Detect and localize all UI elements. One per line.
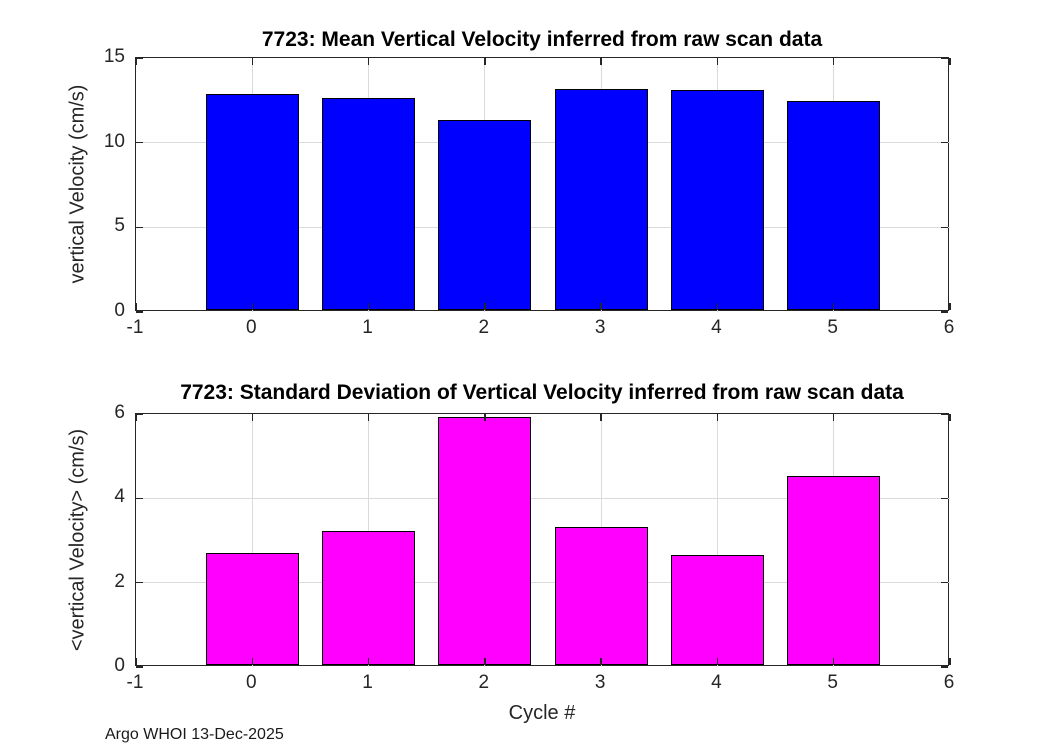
x-tick-mark bbox=[251, 658, 254, 665]
y-tick-label: 2 bbox=[114, 570, 125, 592]
y-tick-label: 6 bbox=[114, 402, 125, 423]
x-tick-mark bbox=[367, 58, 370, 65]
y-tick-mark bbox=[136, 141, 143, 144]
x-tick-mark bbox=[716, 658, 719, 665]
x-tick-label: 6 bbox=[943, 672, 955, 693]
y-tick-mark bbox=[941, 141, 948, 144]
y-tick-label: 5 bbox=[114, 215, 125, 237]
x-tick-mark bbox=[367, 658, 370, 665]
x-tick-label: 0 bbox=[245, 672, 257, 693]
y-gridline bbox=[136, 497, 950, 499]
x-tick-mark bbox=[949, 303, 951, 310]
y-tick-mark bbox=[136, 226, 143, 229]
x-tick-label: 3 bbox=[594, 672, 606, 693]
y-gridline bbox=[136, 582, 950, 584]
y-tick-mark bbox=[136, 581, 143, 584]
plot-area bbox=[135, 413, 951, 668]
chart-title: 7723: Standard Deviation of Vertical Vel… bbox=[180, 381, 904, 404]
bar-cycle-1 bbox=[322, 530, 416, 665]
x-tick-mark bbox=[251, 303, 254, 310]
y-tick-mark bbox=[941, 57, 948, 59]
bar-cycle-3 bbox=[554, 527, 648, 665]
x-tick-mark bbox=[367, 303, 370, 310]
x-tick-mark bbox=[135, 303, 137, 310]
bar-cycle-0 bbox=[205, 94, 299, 310]
x-tick-mark bbox=[949, 58, 951, 65]
x-tick-label: 2 bbox=[478, 672, 490, 693]
x-tick-mark bbox=[135, 658, 137, 665]
x-tick-mark bbox=[484, 303, 486, 310]
y-tick-mark bbox=[941, 311, 948, 313]
y-tick-mark bbox=[941, 666, 948, 668]
y-tick-mark bbox=[136, 57, 143, 59]
x-tick-mark bbox=[251, 58, 254, 65]
y-tick-mark bbox=[136, 413, 143, 415]
x-tick-mark bbox=[832, 414, 835, 421]
y-tick-mark bbox=[941, 497, 948, 500]
y-tick-mark bbox=[136, 497, 143, 500]
x-tick-label: 4 bbox=[711, 672, 722, 693]
x-tick-mark bbox=[484, 414, 486, 421]
x-tick-mark bbox=[600, 303, 602, 310]
x-tick-label: 5 bbox=[827, 672, 838, 693]
bar-cycle-4 bbox=[670, 90, 764, 310]
plot-area bbox=[135, 57, 951, 313]
x-tick-mark bbox=[600, 58, 602, 65]
y-tick-label: 0 bbox=[114, 300, 125, 321]
x-tick-mark bbox=[251, 414, 254, 421]
x-tick-label: 2 bbox=[478, 317, 490, 338]
x-tick-mark bbox=[600, 658, 602, 665]
x-tick-label: 1 bbox=[362, 672, 373, 693]
y-tick-mark bbox=[941, 413, 948, 415]
y-gridline bbox=[136, 142, 950, 144]
x-tick-mark bbox=[949, 658, 951, 665]
y-tick-mark bbox=[941, 581, 948, 584]
x-tick-label: 4 bbox=[711, 317, 722, 338]
bar-cycle-2 bbox=[438, 417, 532, 665]
x-tick-mark bbox=[484, 658, 486, 665]
x-tick-label: 3 bbox=[594, 317, 606, 338]
y-gridline bbox=[136, 226, 950, 228]
chart-title: 7723: Mean Vertical Velocity inferred fr… bbox=[261, 28, 823, 51]
x-gridline bbox=[251, 414, 253, 667]
x-tick-mark bbox=[832, 58, 835, 65]
x-gridline bbox=[716, 414, 718, 667]
bar-cycle-4 bbox=[670, 555, 764, 665]
y-tick-mark bbox=[136, 666, 143, 668]
x-tick-label: 5 bbox=[827, 317, 838, 338]
y-tick-label: 10 bbox=[103, 130, 125, 152]
bar-cycle-3 bbox=[554, 89, 648, 310]
x-tick-mark bbox=[135, 58, 137, 65]
x-tick-mark bbox=[716, 414, 719, 421]
footer-note: Argo WHOI 13-Dec-2025 bbox=[105, 726, 284, 743]
y-tick-mark bbox=[941, 226, 948, 229]
x-tick-mark bbox=[832, 658, 835, 665]
x-axis-label: Cycle # bbox=[508, 702, 576, 724]
x-tick-mark bbox=[484, 58, 486, 65]
x-tick-mark bbox=[367, 414, 370, 421]
bar-cycle-5 bbox=[787, 476, 881, 665]
x-tick-label: 0 bbox=[245, 317, 257, 338]
bar-cycle-1 bbox=[322, 97, 416, 310]
y-tick-label: 0 bbox=[114, 655, 125, 676]
x-tick-mark bbox=[716, 58, 719, 65]
x-tick-mark bbox=[135, 414, 137, 421]
y-tick-mark bbox=[136, 311, 143, 313]
bar-cycle-0 bbox=[205, 552, 299, 665]
x-tick-label: -1 bbox=[126, 317, 144, 338]
y-axis-label: <vertical Velocity> (cm/s) bbox=[66, 428, 89, 652]
bar-cycle-5 bbox=[787, 101, 881, 310]
y-tick-label: 4 bbox=[114, 486, 125, 508]
x-tick-label: 1 bbox=[362, 317, 373, 338]
x-tick-label: 6 bbox=[943, 317, 955, 338]
x-tick-label: -1 bbox=[126, 672, 144, 693]
y-tick-label: 15 bbox=[103, 46, 125, 67]
bar-cycle-2 bbox=[438, 120, 532, 310]
x-tick-mark bbox=[832, 303, 835, 310]
x-tick-mark bbox=[600, 414, 602, 421]
x-tick-mark bbox=[716, 303, 719, 310]
x-tick-mark bbox=[949, 414, 951, 421]
